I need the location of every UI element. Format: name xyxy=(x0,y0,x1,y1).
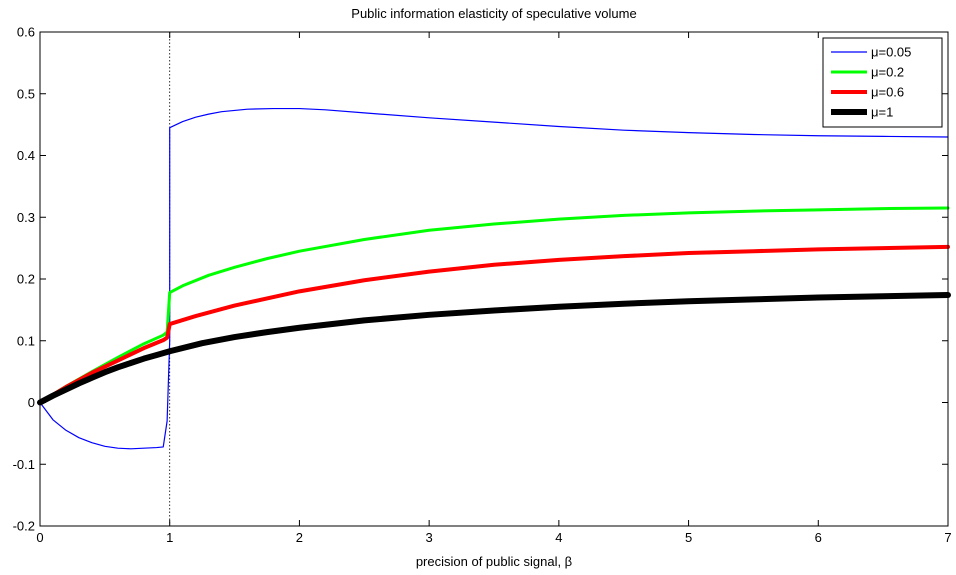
y-tick-label: -0.1 xyxy=(13,457,35,472)
series-line-1 xyxy=(38,206,950,404)
plot-area xyxy=(40,32,948,526)
y-tick-label: 0.6 xyxy=(17,25,35,40)
y-tick-label: 0 xyxy=(28,395,35,410)
x-tick-label: 0 xyxy=(36,530,43,545)
y-tick-label: 0.5 xyxy=(17,86,35,101)
x-tick-label: 7 xyxy=(944,530,951,545)
series-layer xyxy=(37,107,951,450)
x-tick-label: 1 xyxy=(166,530,173,545)
y-tick-label: -0.2 xyxy=(13,519,35,534)
y-tick-label: 0.1 xyxy=(17,333,35,348)
series-line-2 xyxy=(38,244,950,405)
x-axis-label: precision of public signal, β xyxy=(416,554,572,569)
y-tick-label: 0.3 xyxy=(17,210,35,225)
x-tick-label: 3 xyxy=(426,530,433,545)
legend: μ=0.05 μ=0.2 μ=0.6 μ=1 xyxy=(822,37,943,128)
y-tick-label: 0.2 xyxy=(17,272,35,287)
x-tick-label: 6 xyxy=(815,530,822,545)
legend-label-0: μ=0.05 xyxy=(871,45,911,60)
x-tick-label: 4 xyxy=(555,530,562,545)
series-line-0 xyxy=(39,107,949,450)
legend-label-3: μ=1 xyxy=(871,105,893,120)
chart-title: Public information elasticity of specula… xyxy=(351,6,636,21)
legend-label-2: μ=0.6 xyxy=(871,85,904,100)
tick-layer: 0 1 2 3 4 5 6 7 -0.2 -0.1 0 0.1 0.2 0.3 0.4 0.5 0.6 xyxy=(13,25,952,546)
y-tick-label: 0.4 xyxy=(17,148,35,163)
legend-label-1: μ=0.2 xyxy=(871,65,904,80)
x-tick-label: 2 xyxy=(296,530,303,545)
x-tick-label: 5 xyxy=(685,530,692,545)
series-line-3 xyxy=(37,292,951,406)
